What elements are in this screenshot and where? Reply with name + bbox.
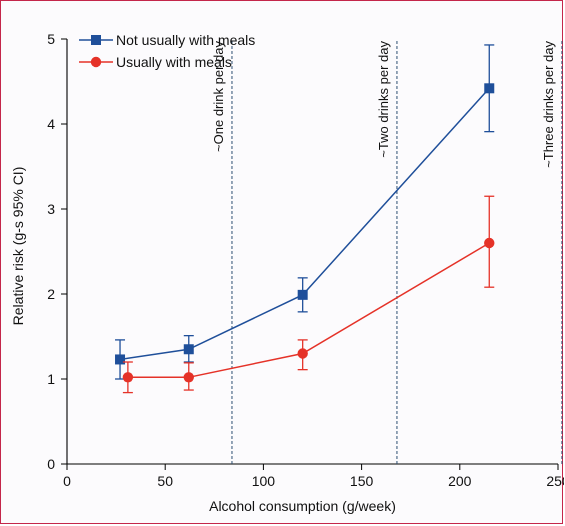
- y-axis-tick-label: 1: [47, 371, 55, 387]
- series-usually-with-meals: [122, 195, 495, 394]
- y-axis-tick-label: 3: [47, 201, 55, 217]
- legend-label-not-usually-with-meals: Not usually with meals: [116, 32, 255, 48]
- x-axis-tick-label: 200: [448, 473, 472, 489]
- data-point-square: [115, 354, 126, 365]
- reference-line-label: ~Two drinks per day: [376, 41, 391, 158]
- data-point-circle: [484, 237, 495, 249]
- y-axis-tick-label: 0: [47, 456, 55, 472]
- x-axis-tick-label: 250: [546, 473, 564, 489]
- data-point-square: [297, 289, 308, 300]
- series-not-usually-with-meals: [115, 44, 495, 380]
- x-axis-tick-label: 50: [157, 473, 173, 489]
- plot-area: [66, 39, 558, 465]
- data-point-square: [183, 344, 194, 355]
- legend: Not usually with meals Usually with meal…: [79, 32, 255, 70]
- legend-marker-circle: [90, 56, 102, 68]
- series-line: [119, 87, 490, 361]
- data-series: [115, 44, 495, 394]
- legend-marker-square: [91, 35, 101, 45]
- x-axis-tick-label: 0: [63, 473, 71, 489]
- data-point-circle: [297, 348, 308, 359]
- reference-line-label: ~One drink per day: [211, 41, 226, 152]
- data-point-square: [484, 83, 495, 94]
- x-axis-tick-label: 150: [350, 473, 374, 489]
- x-axis-ticks: 0 50 100 150 200 250: [63, 464, 564, 489]
- legend-item-not-usually-with-meals: Not usually with meals: [79, 32, 255, 48]
- y-axis-tick-label: 2: [47, 286, 55, 302]
- legend-item-usually-with-meals: Usually with meals: [79, 54, 232, 70]
- reference-line-label: ~Three drinks per day: [541, 41, 556, 168]
- data-point-circle: [122, 372, 134, 383]
- x-axis-tick-label: 100: [252, 473, 276, 489]
- x-axis-title: Alcohol consumption (g/week): [209, 498, 396, 514]
- y-axis-ticks: 0 1 2 3 4 5: [47, 31, 67, 472]
- data-point-circle: [183, 372, 194, 383]
- reference-lines: ~One drink per day ~Two drinks per day ~Th…: [211, 41, 563, 464]
- series-line: [127, 242, 490, 379]
- legend-label-usually-with-meals: Usually with meals: [116, 54, 232, 70]
- y-axis-tick-label: 4: [47, 116, 55, 132]
- y-axis-tick-label: 5: [47, 31, 55, 47]
- y-axis-title: Relative risk (g-s 95% CI): [10, 167, 26, 326]
